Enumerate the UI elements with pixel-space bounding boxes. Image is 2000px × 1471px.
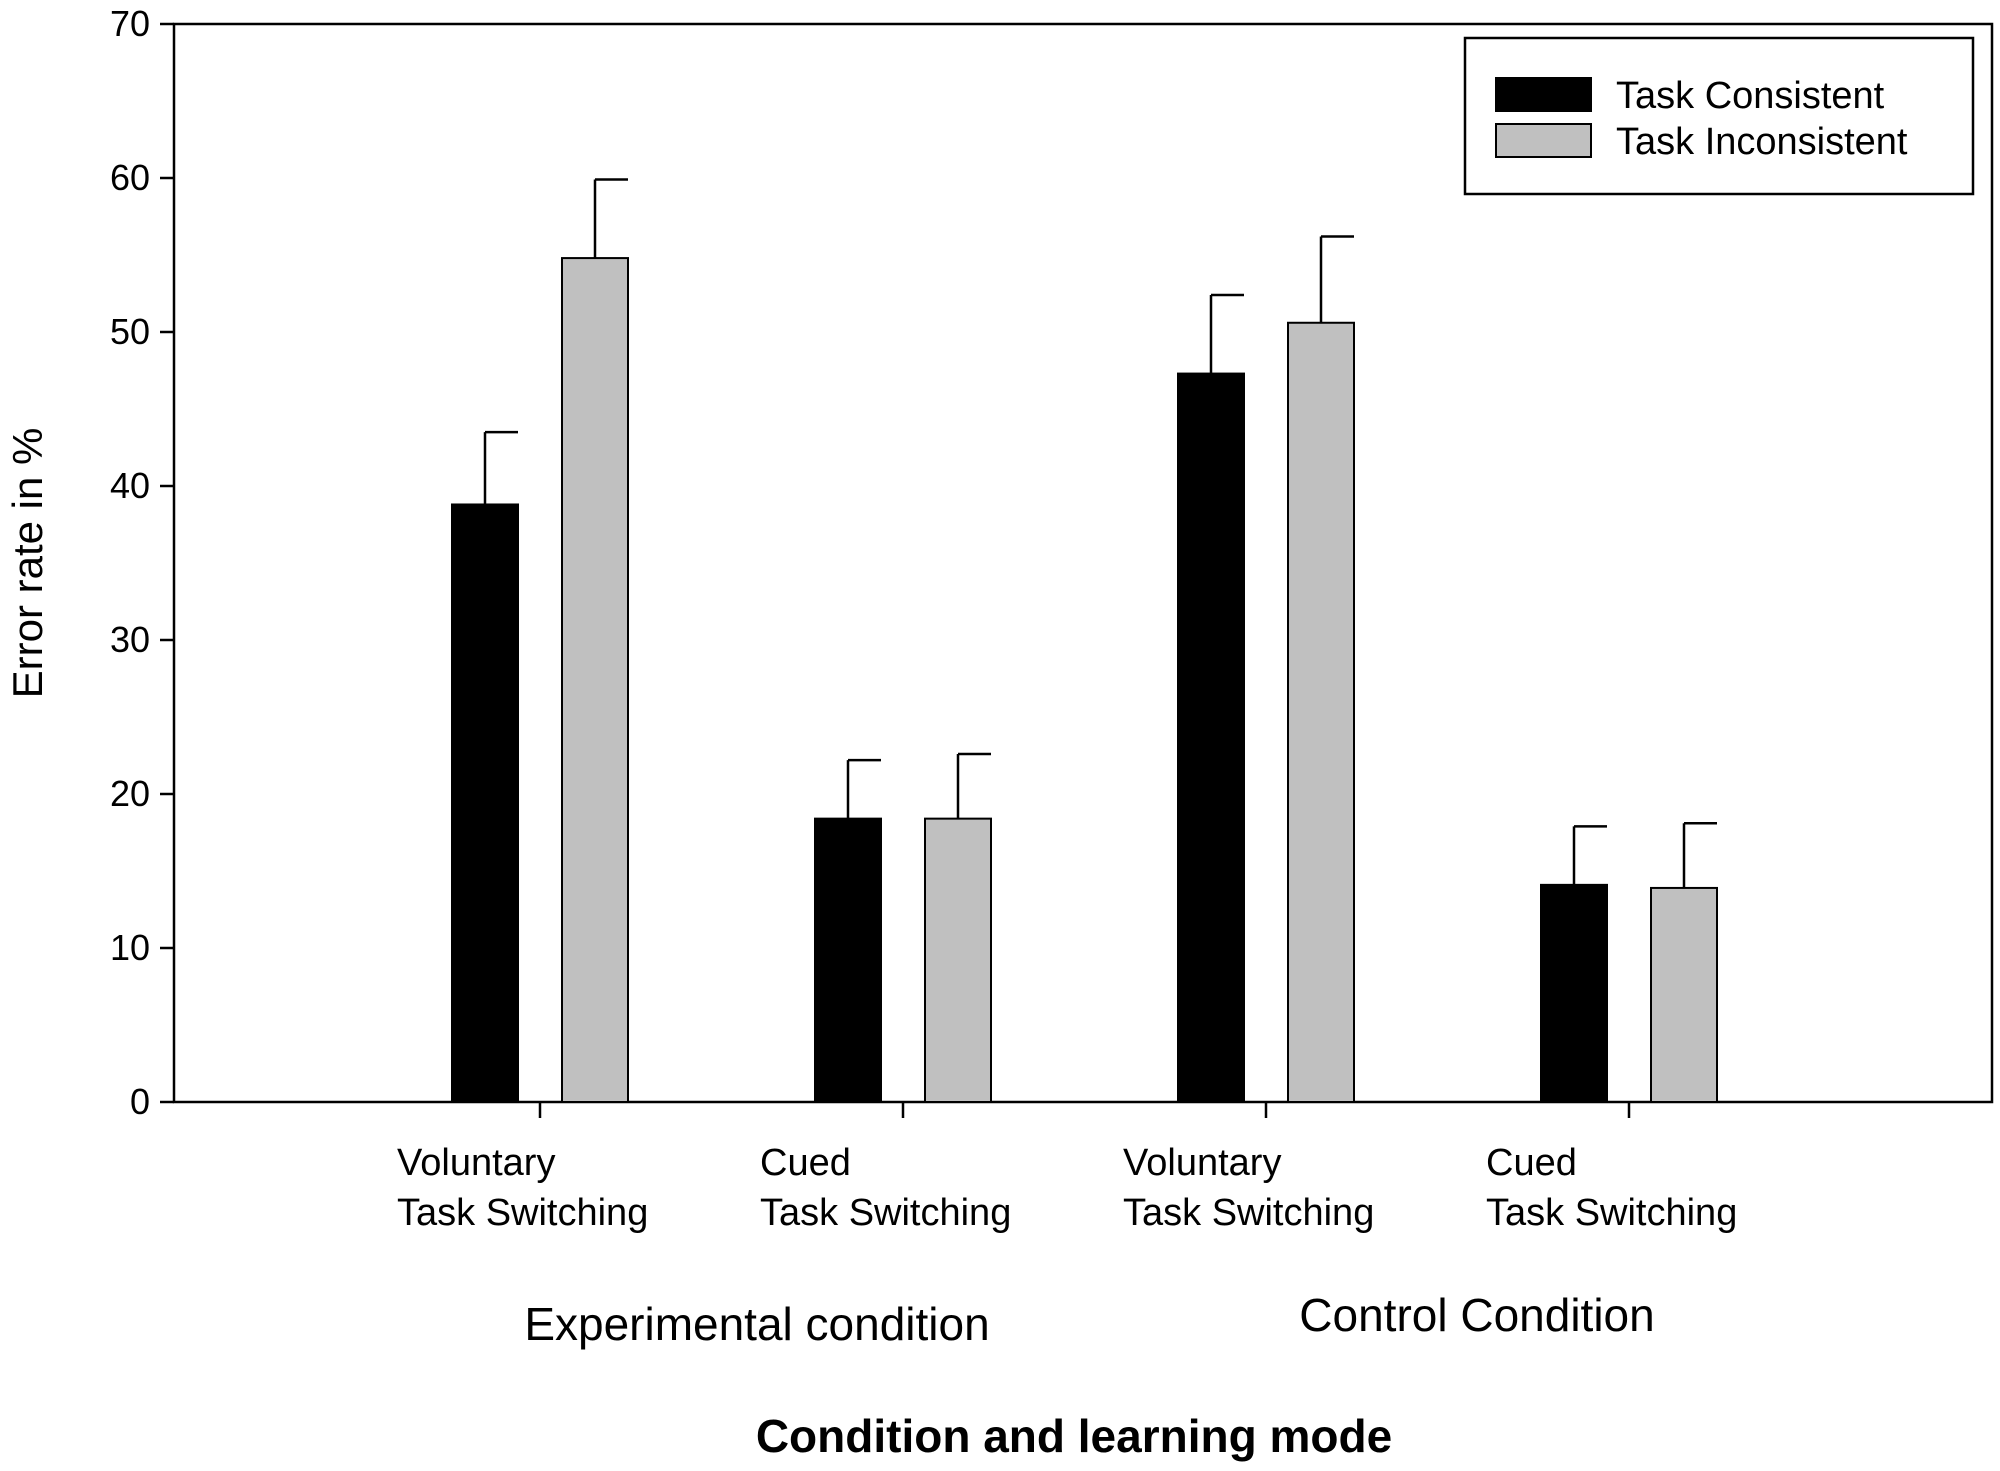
y-axis-title: Error rate in %: [4, 428, 51, 699]
category-label: Voluntary: [1123, 1142, 1281, 1184]
bar: [561, 257, 629, 1103]
bar: [1540, 883, 1608, 1103]
bar: [1287, 321, 1355, 1103]
x-axis-ticks: [538, 1102, 1631, 1118]
category-label: Task Switching: [397, 1192, 648, 1234]
y-axis-ticks: 0 10 20 30 40 50 60 70: [110, 3, 174, 1122]
category-labels: Voluntary Task Switching Cued Task Switchin…: [397, 1142, 1737, 1234]
legend-label-inconsistent: Task Inconsistent: [1616, 121, 1908, 163]
y-tick-label: 30: [110, 619, 150, 660]
legend: Task Consistent Task Inconsistent: [1463, 36, 1975, 196]
category-label: Cued: [760, 1142, 851, 1184]
category-label: Task Switching: [760, 1192, 1011, 1234]
y-tick-label: 70: [110, 3, 150, 44]
y-tick-label: 50: [110, 311, 150, 352]
x-axis-title: Condition and learning mode: [756, 1410, 1392, 1462]
bar: [1177, 372, 1245, 1103]
group-label-control: Control Condition: [1299, 1289, 1654, 1341]
category-label: Task Switching: [1123, 1192, 1374, 1234]
legend-swatch-inconsistent: [1495, 123, 1592, 158]
bar: [451, 503, 519, 1104]
category-label: Cued: [1486, 1142, 1577, 1184]
group-label-experimental: Experimental condition: [524, 1298, 989, 1350]
error-bars: [483, 178, 1717, 888]
y-tick-label: 0: [130, 1081, 150, 1122]
bars: [451, 257, 1718, 1104]
y-tick-label: 60: [110, 157, 150, 198]
legend-swatch-consistent: [1495, 77, 1592, 112]
category-label: Task Switching: [1486, 1192, 1737, 1234]
bar: [924, 817, 992, 1103]
legend-label-consistent: Task Consistent: [1616, 75, 1885, 117]
plot-frame: [172, 22, 1994, 1104]
category-label: Voluntary: [397, 1142, 555, 1184]
bar: [1650, 886, 1718, 1103]
bar: [814, 817, 882, 1103]
y-tick-label: 10: [110, 927, 150, 968]
legend-box: [1463, 36, 1975, 196]
y-tick-label: 40: [110, 465, 150, 506]
y-tick-label: 20: [110, 773, 150, 814]
